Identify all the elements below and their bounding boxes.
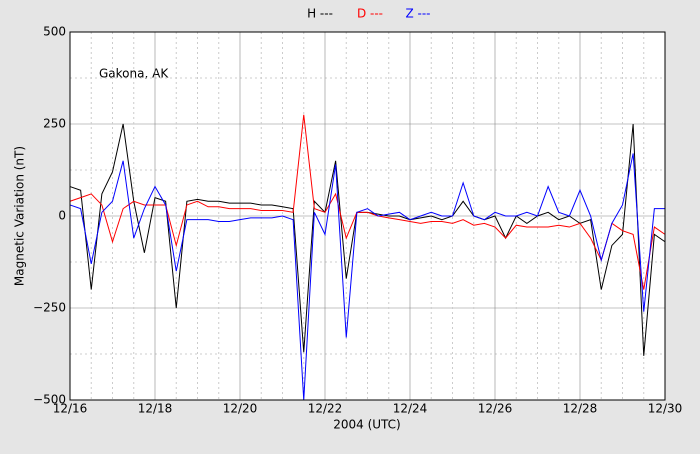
legend-entry: D --- (357, 7, 383, 21)
x-tick-label: 12/18 (138, 402, 173, 416)
x-tick-label: 12/22 (308, 402, 343, 416)
legend-entry: Z --- (405, 7, 430, 21)
plot-frame (69, 31, 666, 401)
y-tick-label: 0 (58, 209, 66, 223)
y-tick-label: −250 (33, 301, 66, 315)
y-axis-label: Magnetic Variation (nT) (13, 146, 27, 286)
y-tick-label: −500 (33, 393, 66, 407)
series-line (69, 153, 665, 401)
x-tick-label: 12/26 (478, 402, 513, 416)
x-tick-label: 12/30 (648, 402, 683, 416)
x-axis-label: 2004 (UTC) (333, 418, 401, 432)
y-tick-label: 500 (43, 25, 66, 39)
x-tick-label: 12/16 (53, 402, 88, 416)
legend-entry: H --- (307, 7, 333, 21)
y-tick-label: 250 (43, 117, 66, 131)
series-line (69, 114, 666, 290)
x-tick-label: 12/24 (393, 402, 428, 416)
x-tick-label: 12/20 (223, 402, 258, 416)
x-tick-label: 12/28 (563, 402, 598, 416)
